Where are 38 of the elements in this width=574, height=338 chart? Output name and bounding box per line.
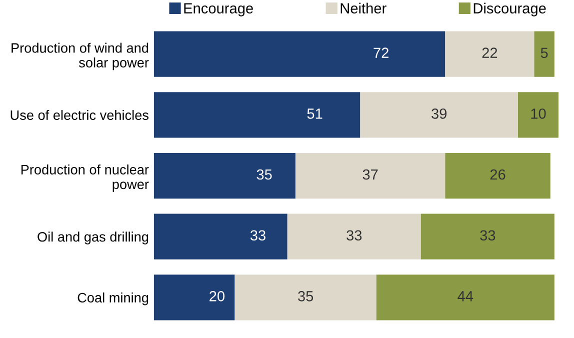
y-tick-label: Oil and gas drilling xyxy=(38,232,148,244)
data-label: 35 xyxy=(256,169,272,180)
legend-label: Neither xyxy=(340,2,386,14)
bar xyxy=(445,31,534,77)
data-label: 26 xyxy=(490,169,506,180)
bar xyxy=(154,92,360,138)
data-label: 37 xyxy=(362,169,378,180)
y-tick-label: Production of nuclear power xyxy=(21,164,149,192)
data-label: 72 xyxy=(374,48,388,58)
bar xyxy=(518,92,558,138)
data-label: 51 xyxy=(307,108,322,119)
bar xyxy=(295,152,446,199)
data-label: 33 xyxy=(250,230,266,241)
bar xyxy=(445,152,550,199)
legend-label: Discourage xyxy=(474,2,546,16)
data-label: 39 xyxy=(432,108,447,119)
y-tick-label: Coal mining xyxy=(78,292,148,306)
bar xyxy=(154,274,235,320)
bar xyxy=(154,214,288,260)
data-label: 33 xyxy=(346,230,362,241)
data-label: 44 xyxy=(458,291,474,302)
bar xyxy=(534,31,554,77)
data-label: 35 xyxy=(298,291,314,302)
bar xyxy=(154,152,296,199)
data-label: 33 xyxy=(480,230,496,241)
bar xyxy=(154,31,446,77)
data-label: 22 xyxy=(482,48,498,58)
y-tick-label: Production of wind and solar power xyxy=(12,42,149,70)
legend-label: Encourage xyxy=(184,3,253,16)
bar xyxy=(287,214,421,260)
data-label: 5 xyxy=(540,48,548,58)
data-label: 20 xyxy=(210,291,224,302)
bar xyxy=(360,92,518,138)
bar xyxy=(420,214,554,260)
bar xyxy=(376,274,554,320)
y-tick-label: Use of electric vehicles xyxy=(10,110,148,120)
data-label: 10 xyxy=(531,108,546,119)
bar xyxy=(234,274,376,320)
